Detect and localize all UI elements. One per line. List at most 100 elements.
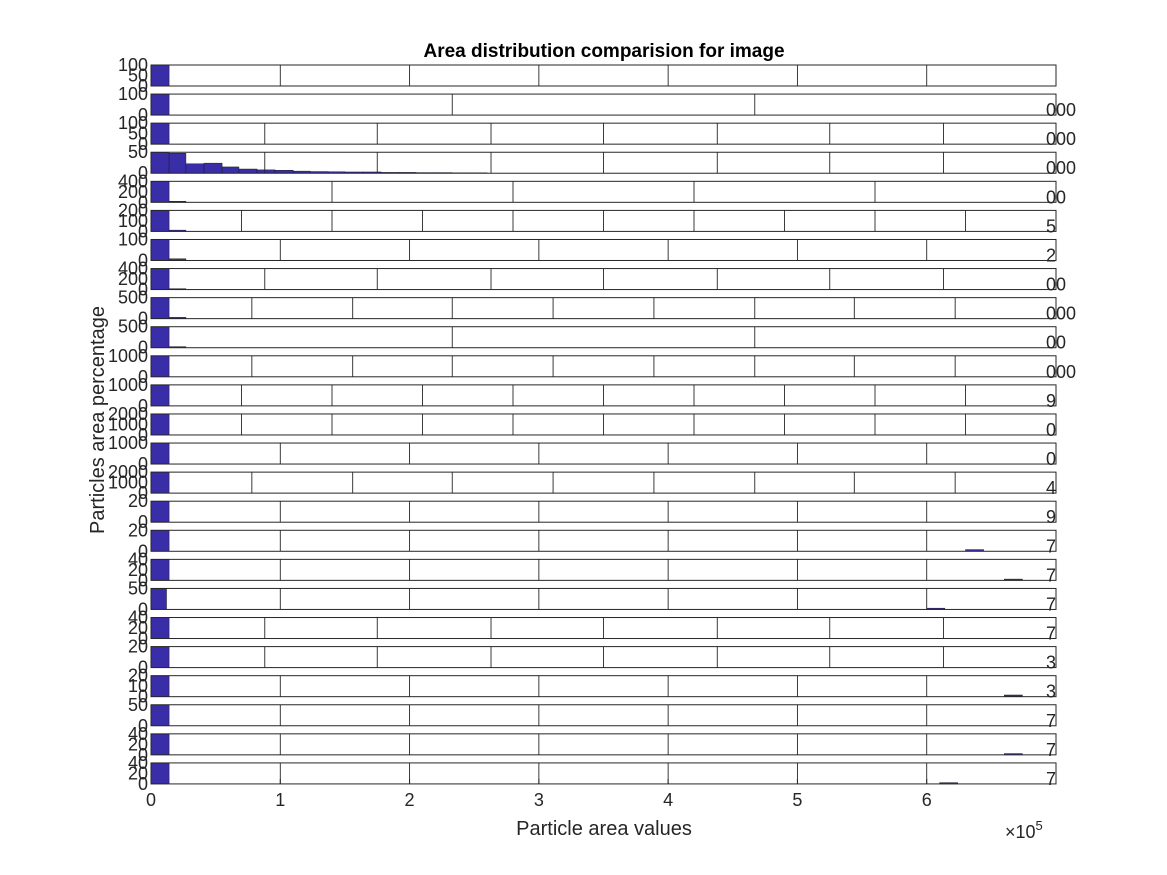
y-tick-label: 20 (128, 520, 148, 540)
y-tick-label: 20 (128, 763, 148, 783)
y-tick-label: 0 (138, 658, 148, 678)
histogram-bar (150, 704, 170, 727)
y-tick-label: 0 (138, 716, 148, 736)
y-tick-label: 0 (138, 105, 148, 125)
y-tick-label: 0 (138, 76, 148, 96)
histogram-bar (150, 151, 170, 174)
y-tick-label: 500 (118, 288, 148, 308)
x-tick-label: 4 (663, 790, 673, 810)
y-tick-label: 100 (118, 229, 148, 249)
histogram-bar (150, 646, 170, 668)
panel-right-label: 000 (1046, 304, 1076, 324)
panel-right-label: 000 (1046, 158, 1076, 178)
y-tick-label: 0 (138, 367, 148, 387)
y-tick-label: 0 (138, 687, 148, 707)
y-tick-label: 100 (118, 84, 148, 104)
x-axis-label: Particle area values (516, 818, 692, 840)
panel-axes-box (150, 413, 1057, 436)
histogram-bar (150, 617, 170, 639)
y-tick-label: 0 (138, 425, 148, 445)
panel-right-label: 3 (1046, 682, 1056, 702)
y-tick-label: 0 (138, 512, 148, 532)
y-tick-label: 0 (138, 192, 148, 212)
y-tick-label: 10 (128, 676, 148, 696)
panel-axes-box (150, 122, 1057, 145)
y-tick-label: 0 (138, 570, 148, 590)
panel-axes-box (150, 617, 1057, 640)
y-tick-label: 100 (118, 211, 148, 231)
panel-right-label: 7 (1046, 565, 1056, 585)
histogram-bar (221, 166, 240, 174)
y-tick-label: 50 (128, 66, 148, 86)
y-tick-label: 1000 (108, 433, 148, 453)
x-tick-label: 5 (792, 790, 802, 810)
y-tick-label: 20 (128, 637, 148, 657)
panel-right-label: 0 (1046, 420, 1056, 440)
y-tick-label: 40 (128, 608, 148, 628)
y-tick-label: 200 (118, 182, 148, 202)
y-tick-label: 1000 (108, 473, 148, 493)
y-tick-label: 1000 (108, 346, 148, 366)
y-tick-label: 50 (128, 142, 148, 162)
panel-axes-box (150, 762, 1057, 785)
histogram-bar (168, 153, 187, 174)
y-axis-label: Particles area percentage (87, 306, 109, 534)
y-tick-label: 0 (138, 396, 148, 416)
y-tick-label: 100 (118, 55, 148, 75)
panel-axes-box (150, 500, 1057, 523)
histogram-panel-21: 200 3 (128, 637, 1057, 678)
y-tick-label: 20 (128, 666, 148, 686)
y-tick-label: 50 (128, 695, 148, 715)
y-tick-label: 20 (128, 560, 148, 580)
histogram-bar (150, 297, 170, 319)
x-tick-label: 1 (275, 790, 285, 810)
panel-axes-box (150, 268, 1057, 291)
x-tick-label: 0 (146, 790, 156, 810)
panel-axes-box (150, 733, 1057, 756)
histogram-bar (150, 588, 167, 610)
histogram-bar (150, 268, 170, 290)
y-tick-label: 0 (138, 163, 148, 183)
panel-right-label: 000 (1046, 100, 1076, 120)
y-tick-label: 20 (128, 734, 148, 754)
panel-right-label: 7 (1046, 536, 1056, 556)
panel-right-label: 7 (1046, 624, 1056, 644)
histogram-bar (150, 384, 170, 407)
y-tick-label: 0 (138, 134, 148, 154)
x-tick-label: 2 (405, 790, 415, 810)
panel-axes-box (150, 442, 1057, 465)
histogram-bar (150, 122, 170, 145)
panel-axes-box (150, 675, 1057, 698)
y-tick-label: 0 (138, 280, 148, 300)
panel-right-label: 7 (1046, 594, 1056, 614)
histogram-bar (150, 326, 170, 348)
bottom-x-axis: 0 1 2 3 4 5 6 (146, 778, 932, 810)
y-tick-label: 20 (128, 491, 148, 511)
histogram-bar (150, 559, 170, 581)
panel-right-label: 2 (1046, 245, 1056, 265)
histogram-bar (150, 181, 170, 203)
y-tick-label: 50 (128, 578, 148, 598)
y-tick-label: 200 (118, 269, 148, 289)
panel-axes-box (150, 93, 1057, 116)
y-tick-label: 400 (118, 171, 148, 191)
panel-right-label: 4 (1046, 478, 1056, 498)
histogram-panel-4: 500 000 (128, 142, 1076, 183)
panel-axes-box (150, 587, 1057, 610)
panel-axes-box (150, 151, 1057, 174)
histogram-bar (150, 762, 170, 785)
panel-axes-box (150, 646, 1057, 669)
x-tick-label: 6 (922, 790, 932, 810)
panel-axes-box (150, 297, 1057, 320)
